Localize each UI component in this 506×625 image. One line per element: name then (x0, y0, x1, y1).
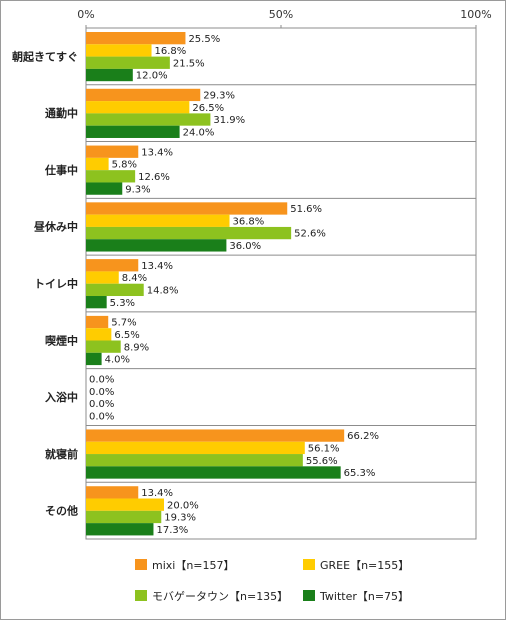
data-label: 13.4% (141, 261, 173, 272)
bar (86, 328, 112, 341)
x-tick-label: 50% (269, 8, 293, 21)
x-tick-label: 100% (460, 8, 491, 21)
legend-label: Twitter【n=75】 (319, 590, 409, 603)
category-label: その他 (45, 504, 78, 518)
bar (86, 296, 107, 309)
data-label: 9.3% (125, 184, 150, 195)
category-label: 通勤中 (45, 106, 78, 120)
data-label: 5.7% (111, 318, 136, 329)
data-label: 31.9% (213, 115, 245, 126)
data-label: 20.0% (167, 500, 199, 511)
bar (86, 523, 154, 536)
data-label: 5.8% (112, 160, 137, 171)
bar (86, 68, 133, 82)
bar (86, 271, 119, 284)
legend-swatch (303, 559, 315, 570)
bar (86, 113, 211, 126)
category-label: 就寝前 (45, 447, 78, 461)
category-label: トイレ中 (34, 277, 78, 291)
bar (86, 340, 121, 353)
category-label: 朝起きてすぐ (12, 49, 78, 63)
data-label: 14.8% (147, 286, 179, 297)
bar (86, 283, 144, 297)
data-label: 36.8% (233, 216, 265, 227)
axis-layer: 0% 50% 100% 朝起きてすぐ通勤中仕事中昼休み中トイレ中喫煙中入浴中就寝前その… (12, 8, 492, 540)
bar (86, 454, 303, 467)
bar (86, 214, 230, 227)
bar (86, 202, 288, 215)
data-label: 19.3% (164, 513, 196, 524)
data-label: 0.0% (89, 387, 114, 398)
data-label: 36.0% (229, 241, 261, 252)
data-label: 26.5% (192, 103, 224, 114)
bar (86, 44, 152, 57)
data-label: 0.0% (89, 411, 114, 422)
data-label: 8.4% (122, 273, 147, 284)
data-label: 56.1% (308, 444, 340, 455)
bar (86, 182, 123, 195)
bar (86, 125, 180, 138)
category-label: 喫煙中 (45, 333, 78, 347)
bar (86, 352, 102, 366)
data-label: 5.3% (110, 298, 135, 309)
data-label: 6.5% (114, 330, 139, 341)
bar (86, 56, 170, 69)
legend-label: GREE【n=155】 (320, 559, 409, 572)
legend: mixi【n=157】 GREE【n=155】モバゲータウン【n=135】 Twit… (135, 559, 409, 603)
data-label: 66.2% (347, 431, 379, 442)
legend-label: mixi【n=157】 (152, 559, 235, 572)
data-label: 13.4% (141, 488, 173, 499)
bar (86, 429, 345, 442)
data-label: 0.0% (89, 374, 114, 385)
legend-swatch (135, 590, 147, 601)
category-label: 昼休み中 (33, 220, 78, 234)
bar (86, 239, 227, 252)
data-label: 65.3% (344, 468, 376, 479)
data-label: 29.3% (203, 91, 235, 102)
data-label: 0.0% (89, 399, 114, 410)
x-tick-label: 0% (77, 8, 94, 21)
data-label: 17.3% (156, 525, 188, 536)
data-label: 24.0% (183, 127, 215, 138)
bar (86, 101, 190, 114)
category-label: 入浴中 (45, 390, 78, 404)
bar (86, 170, 136, 183)
data-label: 16.8% (155, 46, 187, 57)
data-label: 21.5% (173, 58, 205, 69)
bar (86, 145, 139, 158)
bar (86, 510, 162, 524)
bar (86, 315, 109, 329)
legend-swatch (135, 559, 147, 570)
legend-swatch (303, 590, 315, 601)
bar (86, 498, 164, 511)
label-layer: 25.5%16.8%21.5% 12.0% 29.3%26.5%31.9%24.0%… (89, 34, 379, 536)
data-label: 52.6% (294, 229, 326, 240)
bar (86, 88, 201, 102)
bar (86, 466, 341, 479)
data-label: 51.6% (290, 204, 322, 215)
data-label: 12.0% (136, 71, 168, 82)
bar (86, 259, 139, 272)
bar (86, 226, 292, 240)
data-label: 4.0% (105, 355, 130, 366)
bar (86, 486, 139, 499)
bar (86, 441, 305, 455)
data-label: 55.6% (306, 456, 338, 467)
legend-label: モバゲータウン【n=135】 (152, 590, 288, 603)
bar-layer (86, 32, 345, 536)
data-label: 13.4% (141, 147, 173, 158)
category-label: 仕事中 (44, 163, 78, 177)
bar (86, 157, 109, 171)
data-label: 12.6% (138, 172, 170, 183)
data-label: 25.5% (188, 34, 220, 45)
data-label: 8.9% (124, 342, 149, 353)
bar (86, 32, 186, 45)
